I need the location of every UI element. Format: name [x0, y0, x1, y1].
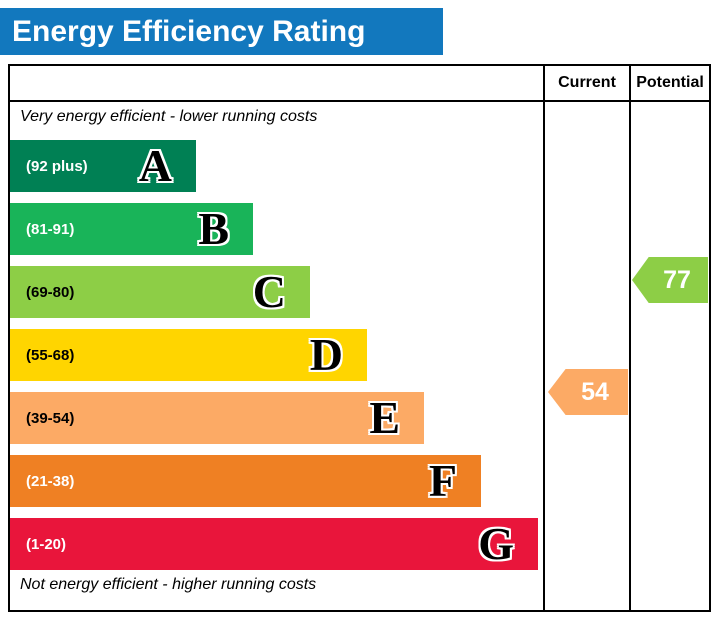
- epc-chart: Current Potential Very energy efficient …: [8, 64, 711, 612]
- band-range: (81-91): [26, 220, 75, 238]
- current-arrow: 54: [548, 369, 628, 415]
- band-c: (69-80) C: [10, 266, 310, 318]
- band-range: (92 plus): [26, 157, 88, 175]
- band-letter: C: [252, 266, 286, 317]
- page-title: Energy Efficiency Rating: [12, 14, 366, 48]
- top-note: Very energy efficient - lower running co…: [20, 108, 318, 125]
- band-letter: A: [138, 140, 172, 191]
- column-divider-potential: [629, 66, 631, 610]
- band-range: (1-20): [26, 535, 67, 553]
- band-letter: G: [478, 518, 514, 569]
- band-e: (39-54) E: [10, 392, 424, 444]
- current-value: 54: [581, 377, 609, 406]
- band-g: (1-20) G: [10, 518, 538, 570]
- band-range: (69-80): [26, 283, 75, 301]
- band-b: (81-91) B: [10, 203, 253, 255]
- band-letter: E: [369, 392, 400, 443]
- bands-container: (92 plus) A (81-91) B (69-80) C (55-68) …: [10, 140, 538, 581]
- column-divider-current: [543, 66, 545, 610]
- potential-arrow: 77: [632, 257, 708, 303]
- band-d: (55-68) D: [10, 329, 367, 381]
- current-column-header: Current: [558, 74, 616, 91]
- band-letter: D: [309, 329, 343, 380]
- band-range: (55-68): [26, 346, 75, 364]
- band-letter: B: [198, 203, 229, 254]
- band-range: (39-54): [26, 409, 75, 427]
- potential-column-header: Potential: [636, 74, 704, 91]
- potential-value: 77: [663, 265, 691, 294]
- title-bar: Energy Efficiency Rating: [0, 8, 443, 55]
- band-range: (21-38): [26, 472, 75, 490]
- header-divider: [10, 100, 709, 102]
- bottom-note: Not energy efficient - higher running co…: [20, 576, 317, 593]
- band-a: (92 plus) A: [10, 140, 196, 192]
- band-f: (21-38) F: [10, 455, 481, 507]
- band-letter: F: [428, 455, 457, 506]
